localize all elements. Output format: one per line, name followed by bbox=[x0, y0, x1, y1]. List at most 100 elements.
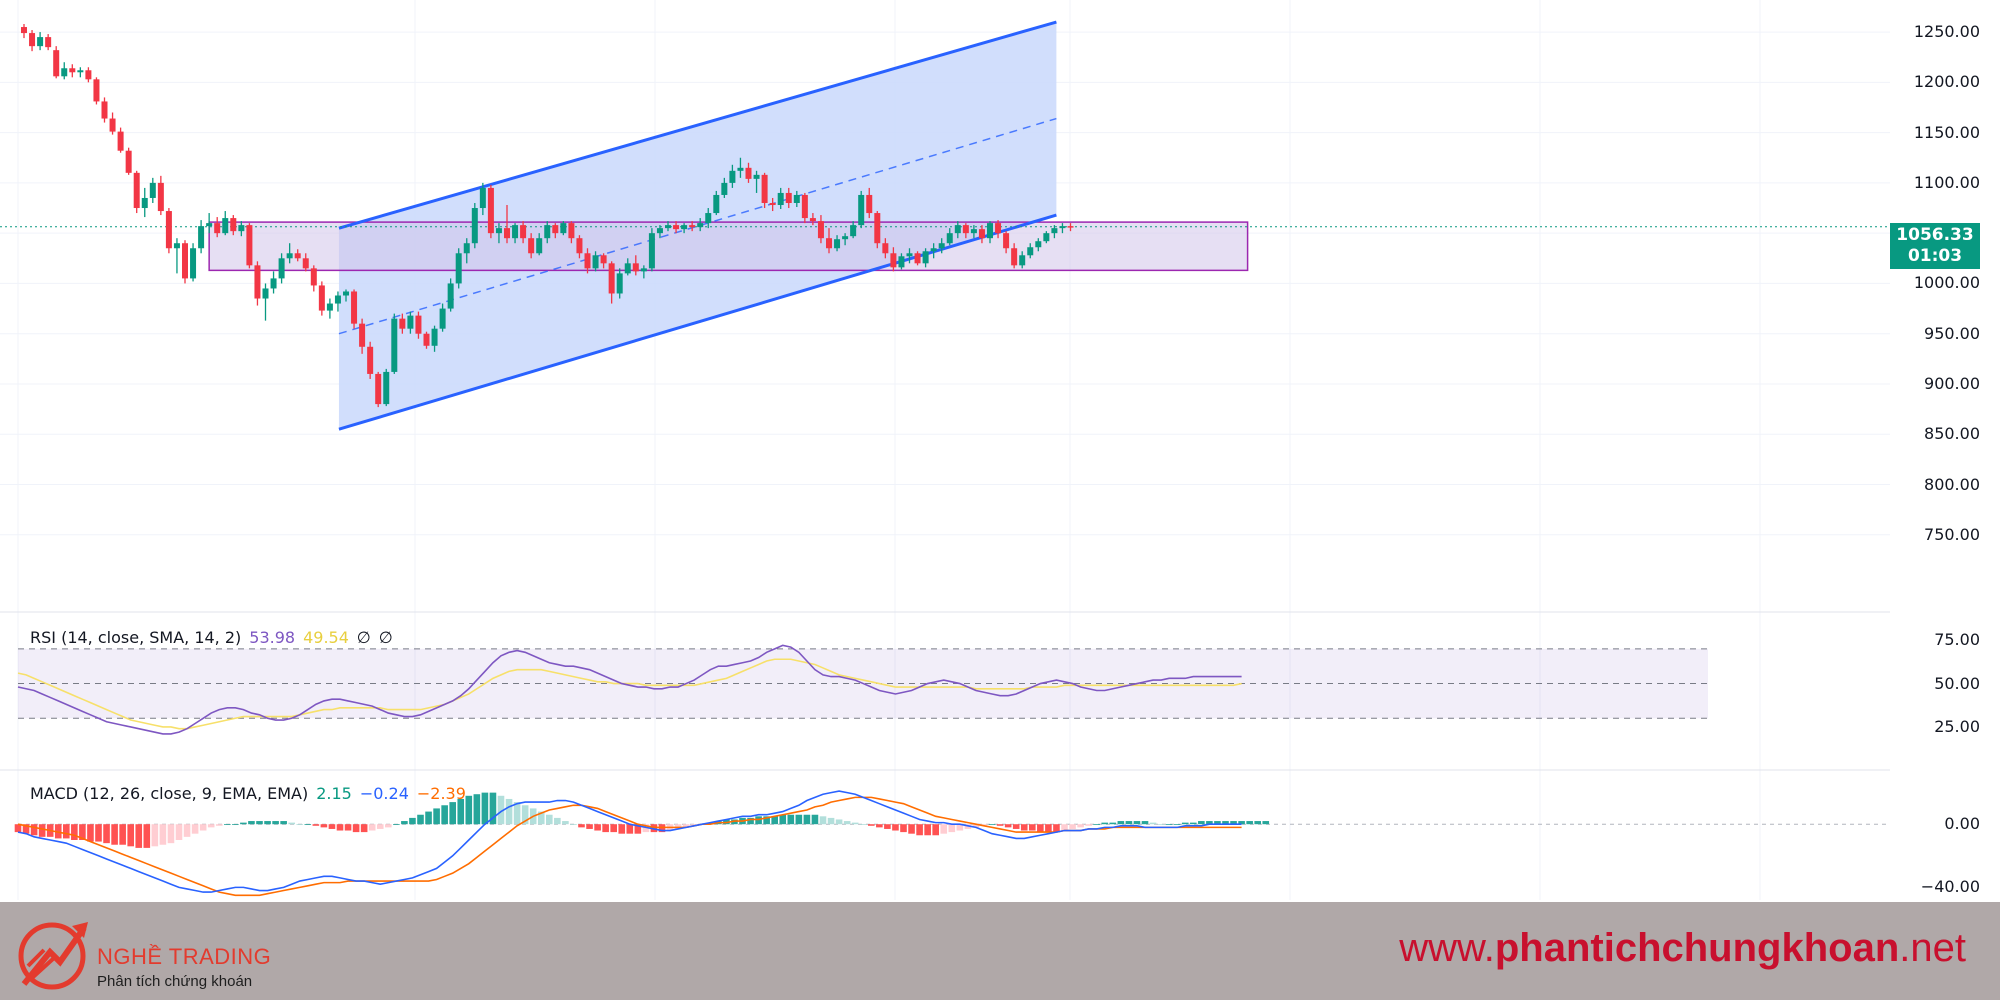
candle-body bbox=[560, 223, 567, 234]
macd-histogram-bar bbox=[272, 821, 279, 825]
macd-histogram-bar bbox=[803, 814, 811, 825]
macd-histogram-bar bbox=[819, 816, 827, 825]
candle-body bbox=[399, 318, 406, 329]
candle-body bbox=[858, 194, 865, 226]
candle-body bbox=[415, 315, 422, 334]
macd-histogram-bar bbox=[1262, 821, 1270, 825]
candle-body bbox=[1019, 255, 1026, 266]
candle-body bbox=[1043, 233, 1050, 242]
candle-body bbox=[278, 258, 285, 279]
macd-histogram-bar bbox=[1004, 824, 1012, 828]
macd-histogram-bar bbox=[344, 824, 352, 831]
candle-body bbox=[648, 233, 655, 269]
macd-histogram-bar bbox=[393, 824, 400, 826]
brand-tagline: Phân tích chứng khoán bbox=[97, 973, 253, 990]
macd-histogram-bar bbox=[127, 824, 134, 847]
channel-lower-line bbox=[338, 213, 1057, 431]
candle-body bbox=[785, 192, 792, 203]
rsi-legend-value: 53.98 bbox=[249, 628, 296, 647]
candle-body bbox=[962, 225, 969, 234]
macd-histogram-bar bbox=[554, 817, 561, 825]
macd-histogram-bar bbox=[1012, 824, 1020, 829]
candle-body bbox=[656, 228, 663, 234]
website-link[interactable]: www.phantichchungkhoan.net bbox=[1399, 926, 1966, 971]
macd-histogram-bar bbox=[288, 822, 295, 825]
price-panel bbox=[0, 20, 1890, 431]
macd-histogram-bar bbox=[167, 824, 175, 844]
macd-histogram-bar bbox=[135, 824, 143, 848]
brand-logo-icon bbox=[18, 922, 88, 990]
candle-body bbox=[697, 223, 704, 228]
candle-body bbox=[761, 174, 768, 203]
candle-body bbox=[383, 371, 390, 405]
candle-body bbox=[689, 225, 696, 228]
candle-body bbox=[391, 318, 398, 372]
candle-body bbox=[681, 225, 688, 230]
macd-histogram-bar bbox=[1181, 822, 1189, 825]
macd-histogram-bar bbox=[505, 798, 513, 825]
candle-body bbox=[584, 253, 591, 269]
macd-histogram-bar bbox=[103, 824, 110, 844]
candle-body bbox=[254, 265, 261, 299]
website-domain: phantichchungkhoan bbox=[1494, 926, 1900, 970]
macd-histogram-bar bbox=[22, 824, 30, 834]
macd-histogram-bar bbox=[71, 824, 78, 840]
macd-histogram-bar bbox=[336, 824, 344, 831]
candle-body bbox=[906, 253, 913, 257]
candle-body bbox=[801, 194, 808, 219]
macd-histogram-bar bbox=[1045, 824, 1052, 833]
candle-body bbox=[77, 70, 84, 73]
candle-body bbox=[1067, 226, 1074, 228]
candle-body bbox=[987, 223, 993, 239]
macd-histogram-bar bbox=[996, 824, 1004, 826]
channel-upper-line bbox=[338, 20, 1057, 230]
macd-histogram-bar bbox=[1133, 821, 1141, 825]
candle-body bbox=[737, 167, 744, 171]
macd-histogram-bar bbox=[256, 821, 263, 825]
macd-histogram-bar bbox=[924, 824, 931, 836]
rsi-legend-label: RSI (14, close, SMA, 14, 2) bbox=[30, 628, 242, 647]
macd-signal-line bbox=[17, 796, 1242, 897]
macd-histogram-bar bbox=[449, 802, 456, 825]
macd-histogram-bar bbox=[626, 824, 634, 834]
macd-histogram-bar bbox=[546, 814, 553, 825]
rsi-legend[interactable]: RSI (14, close, SMA, 14, 2) 53.98 49.54 ∅ ∅ bbox=[30, 628, 401, 647]
macd-histogram-bar bbox=[900, 824, 907, 833]
bar-countdown: 01:03 bbox=[1907, 246, 1963, 266]
candle-body bbox=[439, 308, 446, 329]
macd-histogram-bar bbox=[1198, 821, 1205, 825]
macd-histogram-bar bbox=[215, 824, 223, 826]
candle-body bbox=[826, 238, 832, 249]
candle-body bbox=[262, 288, 269, 299]
macd-histogram-bar bbox=[1149, 822, 1157, 825]
macd-histogram-bar bbox=[859, 824, 867, 826]
candle-body bbox=[938, 243, 945, 249]
macd-histogram-bar bbox=[304, 824, 312, 826]
candle-body bbox=[866, 194, 873, 214]
macd-histogram-bar bbox=[1222, 821, 1229, 825]
macd-histogram-bar bbox=[892, 824, 899, 831]
macd-histogram-bar bbox=[111, 824, 118, 845]
macd-histogram-bar bbox=[481, 792, 489, 825]
candle-body bbox=[930, 248, 937, 252]
macd-legend[interactable]: MACD (12, 26, close, 9, EMA, EMA) 2.15 −0.… bbox=[30, 784, 474, 803]
candle-body bbox=[69, 68, 76, 73]
macd-histogram-bar bbox=[634, 824, 642, 834]
price-tick-label: 1150.00 bbox=[1913, 122, 1980, 142]
candle-body bbox=[45, 37, 52, 48]
candle-body bbox=[882, 243, 889, 254]
candle-body bbox=[455, 253, 462, 284]
candle-body bbox=[463, 243, 470, 254]
candle-body bbox=[21, 27, 27, 34]
macd-histogram-bar bbox=[1093, 824, 1100, 826]
macd-histogram-bar bbox=[1109, 822, 1117, 825]
candle-body bbox=[206, 223, 213, 227]
candle-body bbox=[616, 273, 623, 294]
macd-histogram-bar bbox=[1246, 821, 1253, 825]
candle-body bbox=[351, 291, 358, 324]
price-tick-label: 1200.00 bbox=[1913, 72, 1980, 92]
macd-signal-value: −2.39 bbox=[416, 784, 466, 803]
macd-histogram-bar bbox=[280, 821, 287, 825]
candle-body bbox=[310, 268, 317, 286]
